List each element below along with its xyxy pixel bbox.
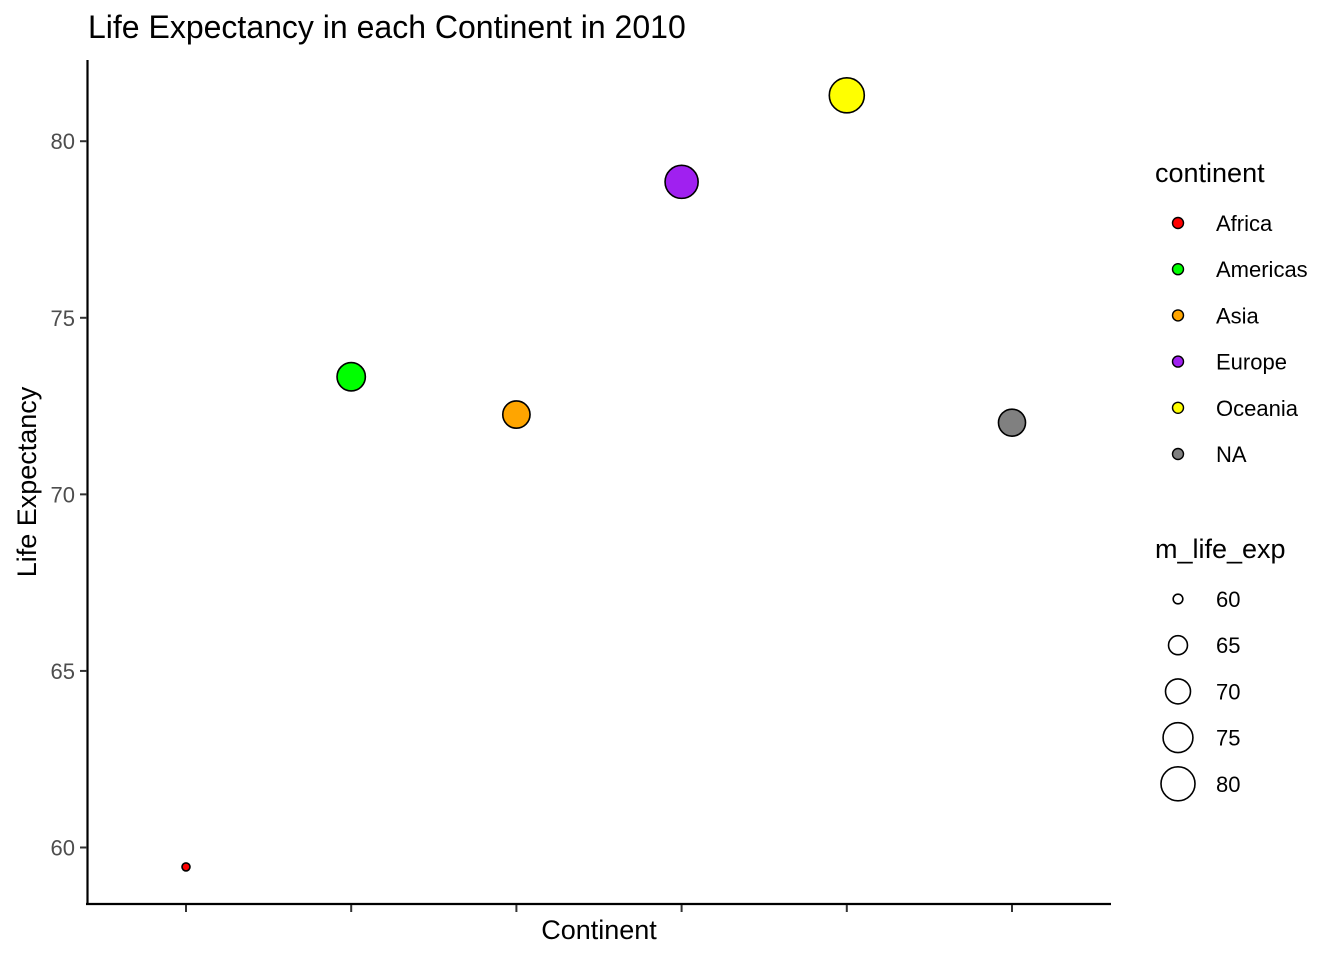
y-tick-label: 65 bbox=[51, 659, 75, 684]
legend-key-europe bbox=[1171, 355, 1185, 368]
color-legend: continent Africa Americas Asia Europe Oceani… bbox=[1155, 158, 1308, 467]
y-tick-label: 70 bbox=[51, 482, 75, 507]
legend-key-africa bbox=[1171, 216, 1185, 230]
size-legend-title: m_life_exp bbox=[1155, 534, 1286, 564]
y-tick-label: 75 bbox=[51, 306, 75, 331]
size-legend-label: 80 bbox=[1216, 772, 1240, 797]
data-point-europe bbox=[664, 164, 699, 200]
legend-label: Africa bbox=[1216, 211, 1273, 236]
x-ticks bbox=[185, 905, 1013, 912]
size-legend-label: 75 bbox=[1216, 726, 1240, 751]
size-legend: m_life_exp 60 65 70 75 80 bbox=[1155, 534, 1286, 802]
y-axis-title: Life Expectancy bbox=[12, 386, 42, 577]
y-ticks: 60 65 70 75 80 bbox=[51, 129, 87, 860]
legend-label: Asia bbox=[1216, 303, 1260, 328]
x-axis-title: Continent bbox=[541, 915, 657, 945]
legend-key-americas bbox=[1171, 263, 1185, 276]
size-legend-key bbox=[1160, 765, 1196, 802]
data-point-oceania bbox=[828, 77, 866, 114]
legend-key-asia bbox=[1171, 309, 1185, 322]
data-point-africa bbox=[181, 862, 191, 872]
size-legend-label: 70 bbox=[1216, 679, 1240, 704]
data-point-na bbox=[997, 408, 1027, 438]
legend-label: Europe bbox=[1216, 350, 1287, 375]
y-tick-label: 60 bbox=[51, 835, 75, 860]
data-point-asia bbox=[501, 400, 531, 429]
data-points bbox=[181, 77, 1027, 872]
legend-key-oceania bbox=[1171, 401, 1185, 414]
legend-label: NA bbox=[1216, 442, 1247, 467]
size-legend-label: 60 bbox=[1216, 587, 1240, 612]
color-legend-title: continent bbox=[1155, 158, 1265, 188]
size-legend-key bbox=[1162, 721, 1194, 754]
legend-key-na bbox=[1171, 447, 1185, 461]
data-point-americas bbox=[336, 361, 367, 392]
chart-title: Life Expectancy in each Continent in 201… bbox=[88, 9, 686, 45]
y-tick-label: 80 bbox=[51, 129, 75, 154]
size-legend-key bbox=[1167, 634, 1189, 656]
legend-label: Americas bbox=[1216, 257, 1308, 282]
size-legend-key bbox=[1164, 678, 1192, 705]
size-legend-key bbox=[1172, 593, 1184, 605]
legend-label: Oceania bbox=[1216, 396, 1299, 421]
size-legend-label: 65 bbox=[1216, 633, 1240, 658]
